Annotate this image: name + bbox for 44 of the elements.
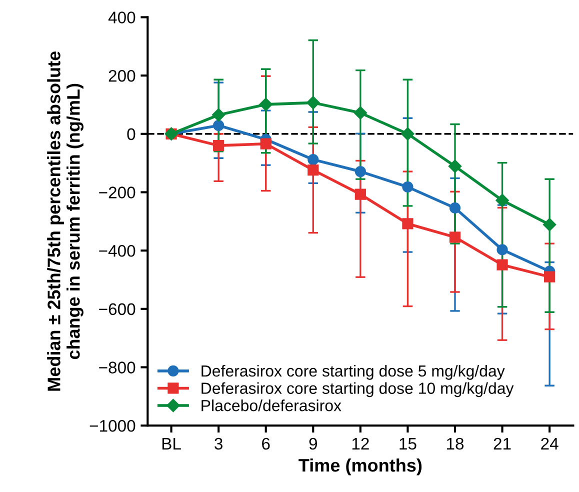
x-tick-label: 18 [447, 438, 464, 450]
y-tick-label: −200 [99, 186, 136, 198]
point [354, 166, 366, 178]
point [260, 138, 272, 150]
x-tick-label: 3 [214, 438, 222, 450]
point [354, 106, 368, 120]
point [306, 96, 320, 110]
x-tick-label: 21 [494, 438, 511, 450]
point [449, 202, 461, 214]
legend-label: Deferasirox core starting dose 5 mg/kg/day [202, 364, 505, 380]
legend-label: Deferasirox core starting dose 10 mg/kg/day [202, 382, 514, 398]
point [308, 154, 319, 166]
x-tick-label: 6 [262, 438, 270, 450]
x-tick-label: 9 [309, 438, 317, 450]
x-tick-label: 12 [352, 438, 369, 450]
point [212, 108, 226, 122]
y-tick-label: 400 [108, 12, 136, 24]
x-tick-label: 24 [541, 438, 558, 450]
point [401, 127, 414, 140]
point [354, 188, 366, 200]
y-tick-label: −1000 [90, 420, 136, 432]
y-axis-title: Median ± 25th/75th percentiles absolute change in serum ferritin (ng/mL) [47, 51, 84, 391]
point [496, 244, 508, 256]
y-tick-label: −400 [99, 244, 136, 257]
y-tick-label: −800 [99, 362, 136, 374]
y-tick-label: 0 [127, 128, 136, 140]
point [496, 194, 509, 207]
y-tick-label: 200 [108, 70, 136, 82]
point [544, 271, 556, 282]
point [449, 232, 461, 243]
point [402, 181, 414, 193]
y-tick-label: −600 [99, 303, 136, 316]
point [213, 120, 224, 131]
point [402, 218, 414, 230]
x-tick-label: BL [162, 438, 181, 450]
point [542, 218, 556, 232]
point [448, 160, 462, 173]
point [496, 259, 508, 270]
x-axis-title: Time (months) [298, 458, 422, 476]
point [213, 140, 224, 152]
legend-label: Placebo/deferasirox [202, 400, 342, 412]
x-tick-label: 15 [400, 438, 416, 450]
point [308, 164, 319, 176]
point [259, 98, 272, 112]
